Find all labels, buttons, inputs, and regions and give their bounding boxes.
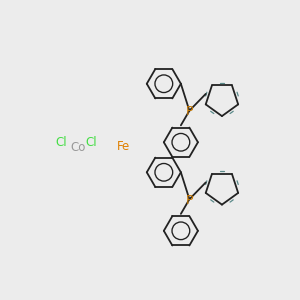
Text: P: P — [186, 194, 193, 206]
Text: Fe: Fe — [117, 140, 130, 153]
Text: Cl: Cl — [55, 136, 67, 149]
Text: Cl: Cl — [85, 136, 97, 149]
Text: P: P — [186, 105, 193, 118]
Text: Co: Co — [71, 141, 86, 154]
